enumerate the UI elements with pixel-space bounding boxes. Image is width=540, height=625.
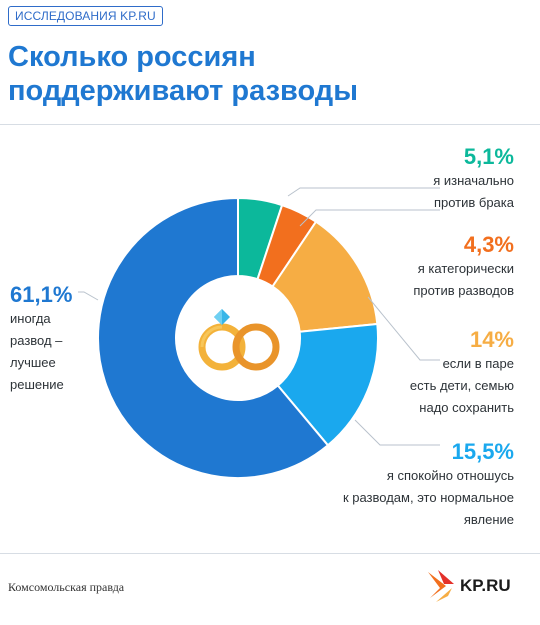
slice-value-label: 14% bbox=[469, 327, 514, 352]
section-tag: ИССЛЕДОВАНИЯ KP.RU bbox=[8, 6, 163, 26]
leader-line-0 bbox=[287, 187, 440, 197]
slice-category-label: я категорически против разводов bbox=[413, 261, 514, 298]
slice-value-label: 61,1% bbox=[10, 282, 73, 307]
kp-ru-logo-text: KP.RU bbox=[460, 576, 511, 595]
slice-category-label: иногда развод – лучшее решение bbox=[10, 311, 64, 392]
divider-bottom bbox=[0, 553, 540, 554]
slice-label-2: 14% если в паре есть дети, семью надо сох… bbox=[410, 327, 514, 419]
slice-label-0: 5,1% я изначально против брака bbox=[433, 144, 514, 214]
slice-category-label: я изначально против брака bbox=[433, 173, 514, 210]
label-leaders bbox=[78, 187, 440, 446]
leader-line-4 bbox=[78, 291, 99, 301]
divider-top bbox=[0, 124, 540, 125]
slice-value-label: 4,3% bbox=[463, 232, 514, 257]
slice-category-label: я спокойно отношусь к разводам, это норм… bbox=[342, 468, 514, 527]
leader-line-3 bbox=[354, 419, 440, 446]
page-title: Сколько россиян поддерживают разводы bbox=[8, 40, 358, 108]
slice-value-label: 5,1% bbox=[463, 144, 514, 169]
wedding-rings-icon bbox=[176, 276, 300, 400]
slice-value-label: 15,5% bbox=[451, 439, 514, 464]
slice-label-4: 61,1% иногда развод – лучшее решение bbox=[10, 282, 72, 396]
donut-chart bbox=[78, 187, 440, 479]
slice-label-1: 4,3% я категорически против разводов bbox=[413, 232, 514, 302]
slice-category-label: если в паре есть дети, семью надо сохран… bbox=[409, 356, 514, 415]
leader-line-2 bbox=[367, 296, 440, 361]
donut-slices bbox=[97, 196, 379, 479]
kp-ru-logo-icon bbox=[428, 570, 454, 602]
slice-label-3: 15,5% я спокойно отношусь к разводам, это… bbox=[343, 439, 514, 531]
title-line-1: Сколько россиян bbox=[8, 41, 256, 73]
title-line-2: поддерживают разводы bbox=[8, 75, 358, 107]
leader-line-1 bbox=[299, 209, 440, 227]
source-credit: Комсомольская правда bbox=[8, 580, 125, 594]
